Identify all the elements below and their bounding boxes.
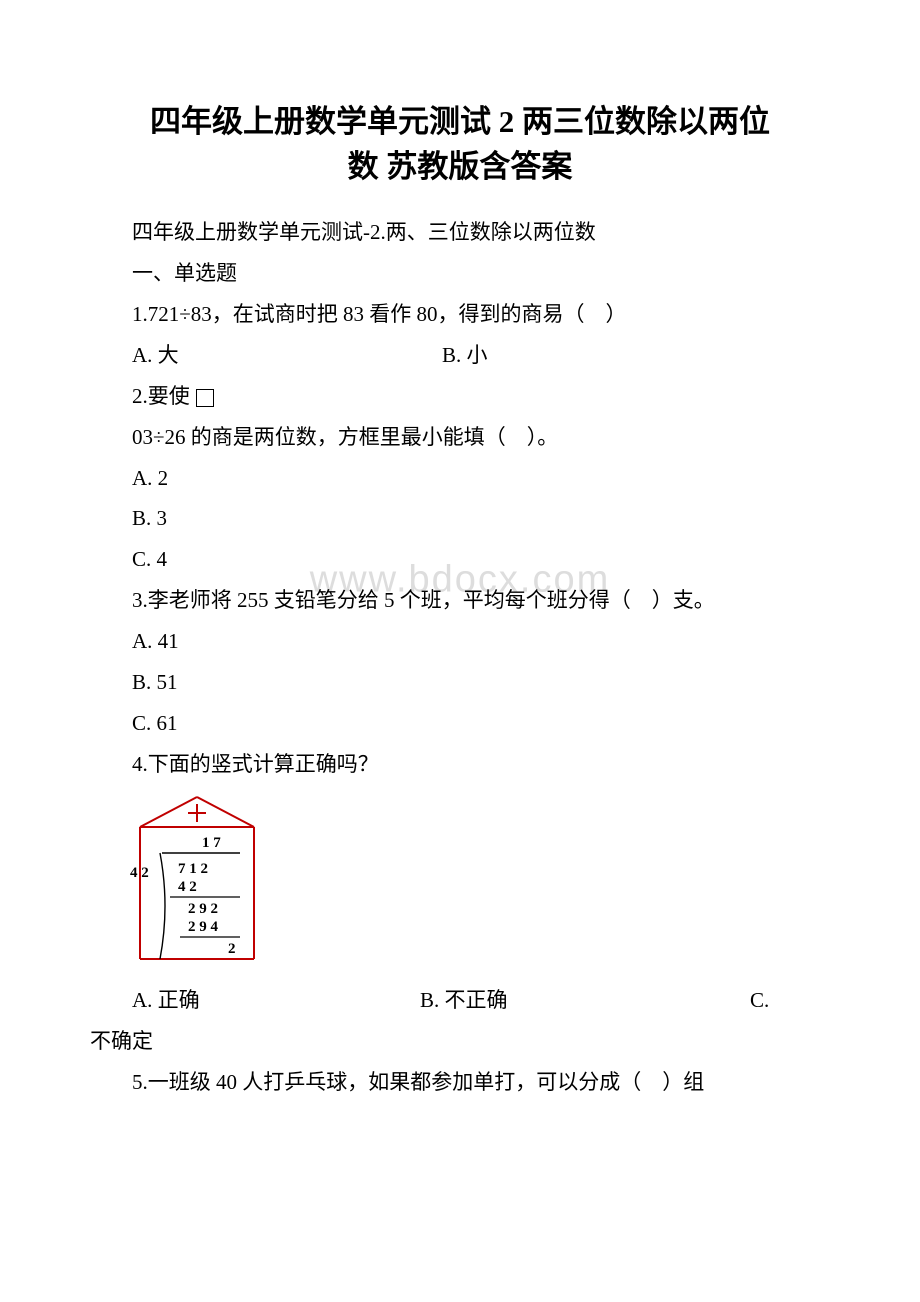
svg-text:4 2: 4 2: [178, 879, 197, 895]
blank-box-icon: [196, 389, 214, 407]
q2-option-a: A. 2: [90, 458, 830, 499]
question-1: 1.721÷83，在试商时把 83 看作 80，得到的商易（ ）: [90, 294, 830, 335]
svg-text:7 1 2: 7 1 2: [178, 861, 208, 877]
division-svg: 1 7 4 2 7 1 2 4 2 2 9 2 2 9 4 2: [122, 791, 272, 969]
q4-option-a: A. 正确: [90, 980, 420, 1021]
question-4: 4.下面的竖式计算正确吗？: [90, 744, 830, 785]
long-division-figure: 1 7 4 2 7 1 2 4 2 2 9 2 2 9 4 2: [122, 791, 830, 974]
svg-text:2 9 4: 2 9 4: [188, 919, 219, 935]
page-title: 四年级上册数学单元测试 2 两三位数除以两位 数 苏教版含答案: [90, 100, 830, 190]
svg-text:2: 2: [228, 941, 236, 957]
q4-option-c: C.: [750, 988, 769, 1012]
question-2-line1: 2.要使: [90, 376, 830, 417]
q2-option-b: B. 3: [90, 498, 830, 539]
title-line2: 数 苏教版含答案: [348, 149, 573, 184]
title-line1: 四年级上册数学单元测试 2 两三位数除以两位: [150, 104, 770, 139]
q3-option-c: C. 61: [90, 703, 830, 744]
svg-text:2 9 2: 2 9 2: [188, 901, 218, 917]
question-2-line2: 03÷26 的商是两位数，方框里最小能填（ ）。: [90, 417, 830, 458]
svg-text:1 7: 1 7: [202, 835, 221, 851]
subtitle: 四年级上册数学单元测试-2.两、三位数除以两位数: [90, 212, 830, 253]
question-5: 5.一班级 40 人打乒乓球，如果都参加单打，可以分成（ ）组: [90, 1062, 830, 1103]
q4-option-b: B. 不正确: [420, 980, 750, 1021]
q2-option-c: C. 4: [90, 539, 830, 580]
q1-option-a: A. 大: [90, 335, 400, 376]
q1-option-b: B. 小: [400, 335, 710, 376]
svg-text:4 2: 4 2: [130, 865, 149, 881]
q4-option-c-line2: 不确定: [90, 1021, 830, 1062]
question-4-options: A. 正确B. 不正确C.: [90, 980, 830, 1021]
question-3: 3.李老师将 255 支铅笔分给 5 个班，平均每个班分得（ ）支。: [90, 580, 830, 621]
q2-prefix: 2.要使: [132, 384, 195, 408]
q3-option-a: A. 41: [90, 621, 830, 662]
question-1-options: A. 大 B. 小: [90, 335, 830, 376]
q3-option-b: B. 51: [90, 662, 830, 703]
section-heading: 一、单选题: [90, 253, 830, 294]
